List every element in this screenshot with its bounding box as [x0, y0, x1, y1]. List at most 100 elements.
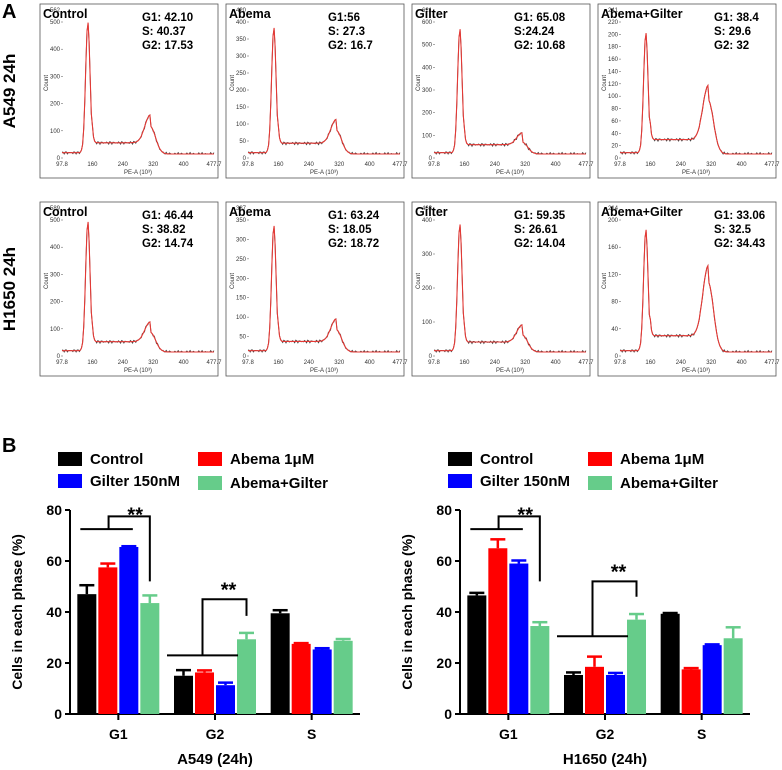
x-tick-label: G1: [499, 726, 518, 742]
y-axis-label: Cells in each phase (%): [399, 534, 415, 690]
bar-G1-3: [140, 603, 160, 714]
y-tick-label: 150: [236, 105, 247, 111]
x-tick-label: 477.7: [764, 360, 780, 366]
bar-G1-0: [77, 594, 97, 714]
x-tick-label: 97.8: [56, 360, 68, 366]
g2-stat: G2: 10.68: [514, 40, 566, 52]
y-tick-label: 40: [611, 327, 618, 333]
panel-a-letter: A: [2, 1, 16, 23]
g1-stat: G1:56: [328, 12, 360, 24]
y-tick-label: 0: [615, 156, 619, 162]
y-tick-label: 300: [236, 237, 247, 243]
bar-G1-1: [488, 548, 508, 714]
bar-G2-1: [585, 666, 604, 714]
sig-bracket: [201, 598, 248, 656]
bar-G2-3: [627, 619, 646, 714]
x-tick-label: 160: [87, 162, 98, 168]
sig-bracket: [497, 515, 541, 582]
y-tick-label: 300: [50, 74, 61, 80]
g2-stat: G2: 16.7: [328, 40, 373, 52]
histogram-fit: [620, 33, 772, 155]
legend-swatch: [588, 476, 612, 490]
x-tick-label: 320: [706, 162, 717, 168]
histogram-frame: [39, 3, 219, 179]
y-tick-label: 40: [611, 131, 618, 137]
histogram-fit: [62, 221, 214, 353]
y-axis-label: Count: [44, 273, 50, 289]
x-tick-label: 97.8: [614, 360, 626, 366]
legend-label: Abema 1μM: [620, 451, 704, 468]
g2-stat: G2: 32: [714, 40, 749, 52]
panel-b-letter: B: [2, 435, 16, 457]
x-tick-label: 400: [179, 360, 190, 366]
bar-G2-1: [195, 672, 214, 714]
x-tick-label: 160: [273, 162, 284, 168]
x-axis-label: PE-A (10³): [682, 368, 710, 374]
x-tick-label: 97.8: [428, 360, 440, 366]
y-tick-label: 160: [608, 245, 619, 251]
x-tick-label: 320: [334, 360, 345, 366]
g1-stat: G1: 59.35: [514, 210, 566, 222]
x-tick-label: 97.8: [242, 162, 254, 168]
g1-stat: G1: 42.10: [142, 12, 193, 24]
y-tick-label: 0: [615, 354, 619, 360]
bar-G2-3: [237, 639, 256, 714]
x-tick-label: 160: [459, 162, 470, 168]
bar-S-0: [270, 613, 290, 714]
s-stat: S: 18.05: [328, 224, 372, 236]
x-tick-label: 97.8: [428, 162, 440, 168]
y-tick-label: 100: [236, 122, 247, 128]
sig-bracket: [107, 515, 151, 582]
bar-G2-2: [606, 674, 625, 714]
y-axis-label: Count: [44, 75, 50, 91]
y-max-label: 562: [50, 8, 61, 14]
g2-stat: G2: 17.53: [142, 40, 193, 52]
s-stat: S:24.24: [514, 26, 555, 38]
s-stat: S: 29.6: [714, 26, 751, 38]
histogram-frame: [411, 3, 591, 179]
histogram-0-2: 621 600 500 400 300 200 100 0 Count 97.8 160 240 320…: [411, 3, 594, 179]
x-axis-label: PE-A (10³): [124, 170, 152, 176]
x-tick-label: 400: [365, 162, 376, 168]
x-tick-label: 160: [87, 360, 98, 366]
x-tick-label: 97.8: [56, 162, 68, 168]
y-tick-label: 200: [50, 102, 61, 108]
y-tick-label: 60: [46, 553, 62, 569]
y-tick-label: 0: [57, 354, 61, 360]
x-tick-label: S: [307, 726, 316, 742]
sample-title: Gilter: [415, 205, 448, 219]
x-tick-label: 160: [273, 360, 284, 366]
row-label: A549 24h: [0, 54, 19, 129]
bar-chart-0: 0 20 40 60 80 Cells in each phase (%) G1 G2 S ** *…: [9, 502, 360, 768]
histogram-1-1: 387 350 300 250 200 150 100 50 0 Count 97.8 160 240 3…: [225, 201, 408, 377]
bar-S-1: [291, 643, 311, 714]
s-stat: S: 26.61: [514, 224, 558, 236]
x-tick-label: 320: [334, 162, 345, 168]
panel-b: Control Abema 1μM Gilter 150nM Abema+Gilter…: [9, 451, 750, 768]
x-tick-label: 400: [365, 360, 376, 366]
x-tick-label: 320: [148, 360, 159, 366]
histogram-fit: [434, 224, 586, 353]
sig-stars: **: [611, 561, 627, 583]
x-tick-label: 400: [551, 162, 562, 168]
y-tick-label: 0: [243, 354, 247, 360]
y-tick-label: 350: [236, 218, 247, 224]
x-tick-label: 240: [490, 360, 501, 366]
x-tick-label: 477.7: [392, 360, 408, 366]
legend-1: Control Abema 1μM Gilter 150nM Abema+Gilter: [448, 451, 718, 492]
g1-stat: G1: 63.24: [328, 210, 380, 222]
bar-S-1: [681, 669, 701, 714]
legend-swatch: [198, 476, 222, 490]
y-tick-label: 50: [239, 335, 246, 341]
s-stat: S: 38.82: [142, 224, 185, 236]
x-axis-label: PE-A (10³): [496, 170, 524, 176]
y-max-label: 214: [608, 206, 619, 212]
x-tick-label: 477.7: [206, 162, 222, 168]
y-tick-label: 80: [436, 502, 452, 518]
x-tick-label: 97.8: [242, 360, 254, 366]
x-tick-label: G1: [109, 726, 128, 742]
y-tick-label: 120: [608, 272, 619, 278]
x-tick-label: 97.8: [614, 162, 626, 168]
x-tick-label: 240: [676, 162, 687, 168]
y-tick-label: 500: [422, 43, 433, 49]
